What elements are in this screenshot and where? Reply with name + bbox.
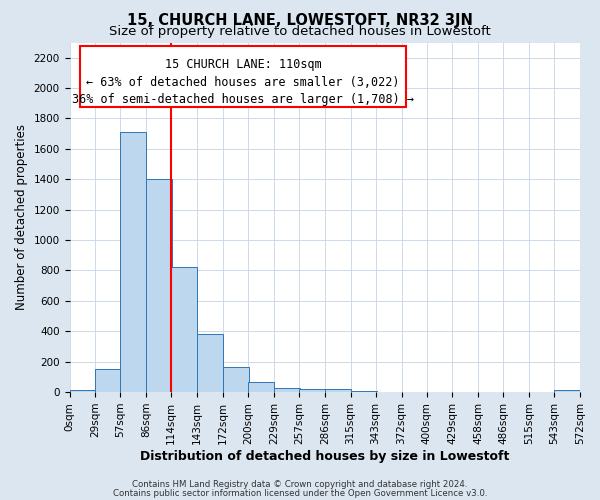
- Bar: [146, 180, 172, 392]
- Bar: [223, 367, 249, 392]
- Text: 15 CHURCH LANE: 110sqm: 15 CHURCH LANE: 110sqm: [165, 58, 322, 71]
- Text: Contains public sector information licensed under the Open Government Licence v3: Contains public sector information licen…: [113, 488, 487, 498]
- FancyBboxPatch shape: [80, 46, 406, 107]
- Text: Size of property relative to detached houses in Lowestoft: Size of property relative to detached ho…: [109, 25, 491, 38]
- Y-axis label: Number of detached properties: Number of detached properties: [15, 124, 28, 310]
- Bar: [554, 390, 580, 392]
- Text: 36% of semi-detached houses are larger (1,708) →: 36% of semi-detached houses are larger (…: [72, 93, 414, 106]
- Bar: [248, 382, 274, 392]
- Bar: [171, 266, 197, 392]
- Text: 15, CHURCH LANE, LOWESTOFT, NR32 3JN: 15, CHURCH LANE, LOWESTOFT, NR32 3JN: [127, 12, 473, 28]
- X-axis label: Distribution of detached houses by size in Lowestoft: Distribution of detached houses by size …: [140, 450, 509, 462]
- Bar: [274, 388, 300, 392]
- Bar: [121, 132, 146, 392]
- Bar: [197, 334, 223, 392]
- Text: ← 63% of detached houses are smaller (3,022): ← 63% of detached houses are smaller (3,…: [86, 76, 400, 88]
- Bar: [95, 368, 121, 392]
- Bar: [299, 389, 325, 392]
- Bar: [325, 389, 350, 392]
- Text: Contains HM Land Registry data © Crown copyright and database right 2024.: Contains HM Land Registry data © Crown c…: [132, 480, 468, 489]
- Bar: [70, 390, 95, 392]
